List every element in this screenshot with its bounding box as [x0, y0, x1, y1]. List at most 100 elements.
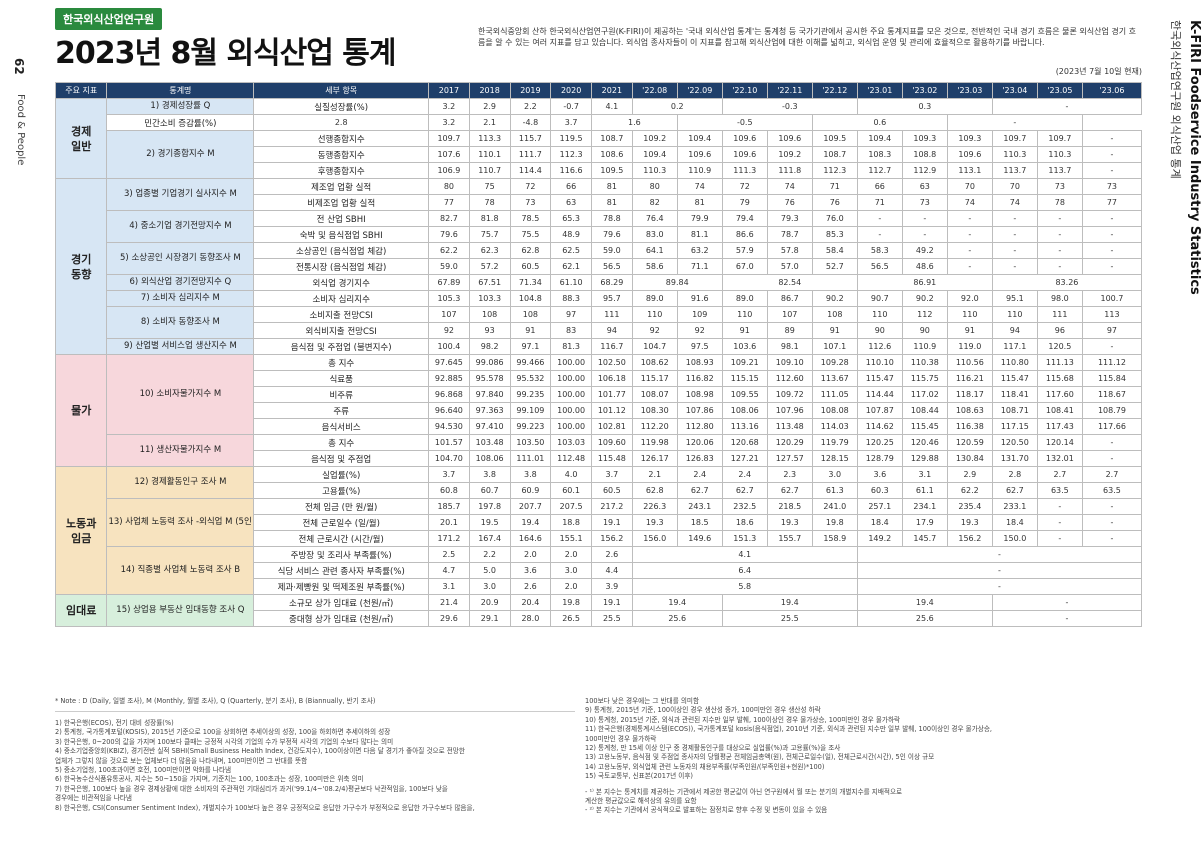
table-row: 경기 동향 3) 업종별 기업경기 실사지수 M 제조업 업황 실적 80 75 72 66 8…	[54, 178, 1143, 355]
header-cell: 통계명	[106, 82, 255, 99]
value-cell: -	[1036, 258, 1083, 275]
value-cell: 74	[946, 194, 993, 211]
value-cell: 257.1	[856, 498, 903, 515]
value-cell: 100.7	[1081, 290, 1143, 307]
value-cell: 103.03	[550, 434, 592, 451]
value-cell: -	[856, 578, 1143, 595]
value-cell: 81	[676, 194, 723, 211]
as-of-date: (2023년 7월 10일 현재)	[1055, 67, 1142, 76]
value-cell: 92.885	[428, 370, 470, 387]
value-cell: 94	[991, 322, 1038, 339]
value-cell: 3.2	[428, 114, 470, 131]
value-cell: 96	[1036, 322, 1083, 339]
value-cell: -	[946, 210, 993, 227]
detail-item: 고용률(%)	[253, 482, 430, 499]
value-cell: 185.7	[428, 498, 470, 515]
value-cell: 116.6	[550, 162, 592, 179]
note-line: 12) 통계청, 만 15세 이상 인구 중 경제활동인구를 대상으로 실업률(…	[585, 744, 841, 753]
value-cell: 78	[1036, 194, 1083, 211]
detail-item: 소규모 상가 임대료 (천원/㎡)	[253, 594, 430, 611]
table-row: 전체 근로일수 (일/월) 20.1 19.5 19.4 18.8 19.1 19.3 18.…	[56, 514, 1143, 531]
value-cell: 102.81	[590, 418, 633, 435]
intro-text: 한국외식중앙회 산하 한국외식산업연구원(K-FIRI)이 제공하는 '국내 외…	[478, 27, 1137, 47]
value-cell: 226.3	[631, 498, 678, 515]
value-cell: 81.8	[468, 210, 511, 227]
value-cell: 113.7	[991, 162, 1038, 179]
value-cell: -	[1036, 226, 1083, 243]
value-cell: 120.06	[676, 434, 723, 451]
major-indicator: 물가	[54, 354, 108, 467]
value-cell: 109.7	[1036, 130, 1083, 147]
value-cell: 3.0	[550, 562, 592, 579]
value-cell: -	[856, 210, 903, 227]
table-row: 외식비지출 전망CSI 92 93 91 83 94 92 92 91 89 91 90 90 91 94 9…	[56, 322, 1143, 339]
statistic-name: 11) 생산자물가지수 M	[106, 434, 255, 467]
value-cell: 90	[856, 322, 903, 339]
value-cell: 117.60	[1036, 386, 1083, 403]
value-cell: 108.8	[901, 146, 948, 163]
value-cell: 80	[631, 178, 678, 195]
value-cell: 109.3	[946, 130, 993, 147]
value-cell: 19.1	[590, 514, 633, 531]
value-cell: 108.79	[1081, 402, 1143, 419]
value-cell: 62.7	[676, 482, 723, 499]
value-cell: 63.2	[676, 242, 723, 259]
value-cell: 60.9	[509, 482, 552, 499]
value-cell: 2.5	[428, 546, 470, 563]
value-cell: 58.6	[631, 258, 678, 275]
value-cell: 72	[721, 178, 768, 195]
table-row: 7) 소비자 심리지수 M 소비자 심리지수 105.3 103.3 104.8 88.3…	[56, 290, 1143, 307]
value-cell: -	[1036, 498, 1083, 515]
value-cell: 86.6	[721, 226, 768, 243]
statistic-name: 10) 소비자물가지수 M	[106, 354, 255, 435]
value-cell: 2.0	[509, 546, 552, 563]
value-cell: 115.48	[590, 450, 633, 467]
value-cell: 111.01	[509, 450, 552, 467]
value-cell: 58.4	[811, 242, 858, 259]
value-cell: 98.0	[1036, 290, 1083, 307]
value-cell: 97.410	[468, 418, 511, 435]
value-cell: 108.6	[590, 146, 633, 163]
value-cell: 78	[468, 194, 511, 211]
value-cell: 104.7	[631, 338, 678, 355]
value-cell: 118.67	[1081, 386, 1143, 403]
value-cell: 21.4	[428, 594, 470, 611]
value-cell: 58.3	[856, 242, 903, 259]
value-cell: 108.30	[631, 402, 678, 419]
header-cell: '23.03	[946, 82, 993, 99]
value-cell: 108.44	[901, 402, 948, 419]
value-cell: 109.4	[631, 146, 678, 163]
value-cell: 110	[631, 306, 678, 323]
value-cell: 19.8	[550, 594, 592, 611]
major-indicator: 임대료	[54, 594, 108, 627]
detail-item: 총 지수	[253, 434, 430, 451]
value-cell: 98.2	[468, 338, 511, 355]
value-cell: 110	[946, 306, 993, 323]
value-cell: 234.1	[901, 498, 948, 515]
value-cell: 120.46	[901, 434, 948, 451]
value-cell: 2.0	[550, 546, 592, 563]
detail-item: 숙박 및 음식점업 SBHI	[253, 226, 430, 243]
value-cell: 3.2	[428, 98, 470, 115]
value-cell: 151.3	[721, 530, 768, 547]
value-cell: 113.48	[766, 418, 813, 435]
value-cell: 96.640	[428, 402, 470, 419]
value-cell: 109.6	[676, 146, 723, 163]
value-cell: 97.645	[428, 354, 470, 371]
value-cell: 107.6	[428, 146, 470, 163]
value-cell: 76.4	[631, 210, 678, 227]
value-cell: 3.8	[509, 466, 552, 483]
value-cell: 19.4	[856, 594, 993, 611]
value-cell: 129.88	[901, 450, 948, 467]
value-cell: 149.6	[676, 530, 723, 547]
value-cell: 106.18	[590, 370, 633, 387]
value-cell: 5.8	[631, 578, 858, 595]
value-cell: 76	[766, 194, 813, 211]
value-cell: 79.9	[676, 210, 723, 227]
value-cell: 3.0	[468, 578, 511, 595]
value-cell: -	[1081, 130, 1143, 147]
value-cell: 81.1	[676, 226, 723, 243]
value-cell: 18.6	[721, 514, 768, 531]
value-cell: 112	[901, 306, 948, 323]
value-cell: 19.3	[766, 514, 813, 531]
